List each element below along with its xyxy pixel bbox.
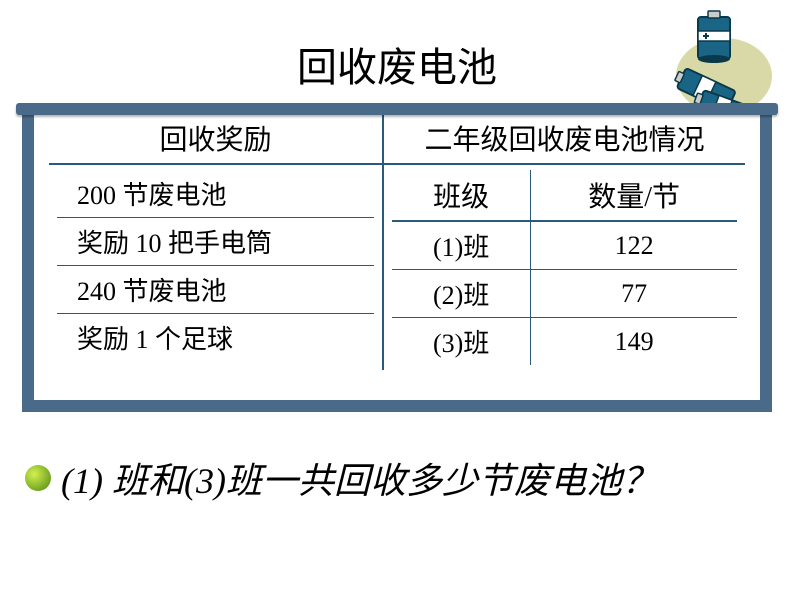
main-table: 回收奖励 二年级回收废电池情况 200 节废电池 奖励 10 把手电筒 240 … xyxy=(49,113,745,370)
data-cell: 班级 数量/节 (1)班 122 (2)班 77 (3)班 149 xyxy=(383,164,745,370)
table-cell: (3)班 xyxy=(392,318,531,366)
table-cell: 122 xyxy=(531,221,737,270)
reward-item: 240 节废电池 xyxy=(57,266,374,314)
table-cell: 77 xyxy=(531,270,737,318)
reward-list: 200 节废电池 奖励 10 把手电筒 240 节废电池 奖励 1 个足球 xyxy=(57,170,374,361)
table-cell: 149 xyxy=(531,318,737,366)
col-class: 班级 xyxy=(392,170,531,221)
class-data-table: 班级 数量/节 (1)班 122 (2)班 77 (3)班 149 xyxy=(392,170,737,365)
table-cell: (1)班 xyxy=(392,221,531,270)
rewards-cell: 200 节废电池 奖励 10 把手电筒 240 节废电池 奖励 1 个足球 xyxy=(49,164,383,370)
board-top-bar xyxy=(16,103,778,115)
right-header: 二年级回收废电池情况 xyxy=(383,113,745,164)
bullet-icon xyxy=(25,465,51,491)
col-count: 数量/节 xyxy=(531,170,737,221)
table-cell: (2)班 xyxy=(392,270,531,318)
question-row: (1) 班和(3)班一共回收多少节废电池？ xyxy=(0,452,794,504)
question-text: (1) 班和(3)班一共回收多少节废电池？ xyxy=(61,452,658,504)
reward-item: 奖励 1 个足球 xyxy=(57,314,374,362)
reward-item: 200 节废电池 xyxy=(57,170,374,218)
left-header: 回收奖励 xyxy=(49,113,383,164)
reward-item: 奖励 10 把手电筒 xyxy=(57,218,374,266)
table-board: 回收奖励 二年级回收废电池情况 200 节废电池 奖励 10 把手电筒 240 … xyxy=(22,113,772,412)
